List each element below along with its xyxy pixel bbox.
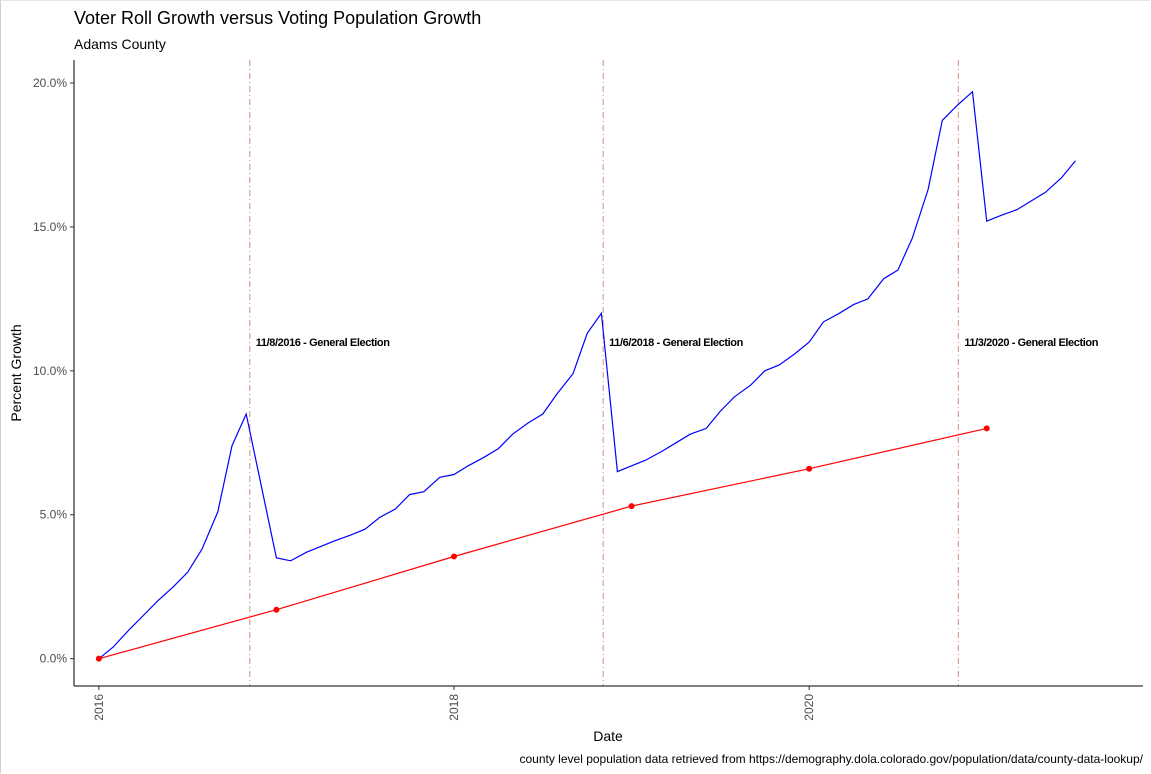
election-label-2: 11/6/2018 - General Election <box>609 337 743 349</box>
chart-title: Voter Roll Growth versus Voting Populati… <box>74 8 482 28</box>
population-point-3 <box>451 553 458 560</box>
population-point-5 <box>806 465 813 472</box>
chart-caption: county level population data retrieved f… <box>519 752 1143 766</box>
y-tick-label-10: 10.0% <box>33 364 67 378</box>
population-growth-line <box>98 427 987 660</box>
population-point-2 <box>273 606 280 613</box>
y-tick-label-15: 15.0% <box>33 220 67 234</box>
y-tick-label-0: 0.0% <box>40 652 68 666</box>
election-label-3: 11/3/2020 - General Election <box>964 337 1098 349</box>
y-tick-label-5: 5.0% <box>40 508 68 522</box>
x-axis-label: Date <box>593 728 623 744</box>
y-tick-label-20: 20.0% <box>33 76 67 90</box>
x-tick-label-2018: 2018 <box>447 694 461 721</box>
x-tick-label-2020: 2020 <box>802 694 816 721</box>
population-point-6 <box>983 425 990 432</box>
voter-roll-growth-line <box>98 90 1076 660</box>
population-point-4 <box>628 503 635 510</box>
y-axis-label: Percent Growth <box>8 324 24 421</box>
x-tick-label-2016: 2016 <box>92 694 106 721</box>
election-label-1: 11/8/2016 - General Election <box>256 337 390 349</box>
chart-subtitle: Adams County <box>74 36 166 52</box>
population-point-1 <box>95 655 102 662</box>
